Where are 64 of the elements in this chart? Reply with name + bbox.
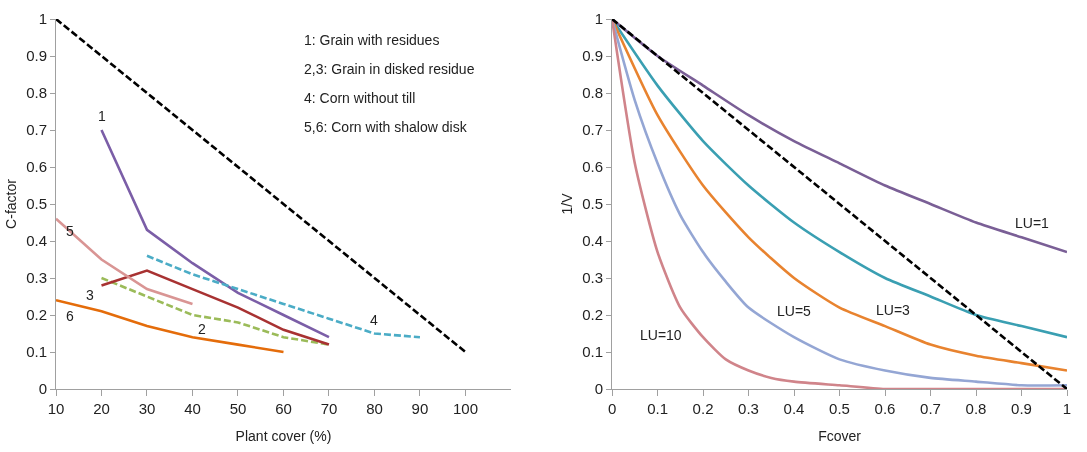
y-tick-label: 0.6 bbox=[582, 158, 604, 176]
x-tick-label: 0.4 bbox=[783, 400, 805, 417]
x-tick-label: 40 bbox=[184, 400, 201, 417]
x-tick-label: 70 bbox=[320, 400, 338, 417]
x-tick-label: 90 bbox=[411, 400, 429, 417]
x-axis-title: Plant cover (%) bbox=[235, 428, 332, 445]
series-label: LU=10 bbox=[640, 327, 682, 343]
y-tick-label: 0.3 bbox=[26, 269, 47, 287]
series-label: LU=1 bbox=[1015, 215, 1050, 231]
y-axis-title: 1/V bbox=[558, 192, 575, 215]
y-tick-label: 0.9 bbox=[26, 47, 47, 65]
series-label: 5 bbox=[66, 223, 74, 239]
x-tick-label: 1 bbox=[1062, 400, 1072, 417]
y-tick-label: 0 bbox=[38, 380, 47, 398]
x-tick-label: 0.5 bbox=[829, 400, 850, 417]
y-tick-label: 1 bbox=[594, 10, 604, 28]
x-tick-label: 0 bbox=[607, 400, 617, 417]
y-tick-label: 0.1 bbox=[26, 343, 47, 361]
y-axis-title: C-factor bbox=[2, 178, 19, 229]
x-tick-label: 0.6 bbox=[874, 400, 896, 417]
x-tick-label: 20 bbox=[93, 400, 110, 417]
y-tick-label: 0.8 bbox=[26, 84, 47, 102]
x-tick-label: 0.7 bbox=[920, 400, 941, 417]
annotation: 4: Corn without till bbox=[304, 90, 416, 106]
x-tick-label: 50 bbox=[229, 400, 247, 417]
y-tick-label: 0.8 bbox=[582, 84, 604, 102]
y-tick-label: 0.2 bbox=[582, 306, 604, 324]
x-tick-label: 100 bbox=[452, 400, 478, 417]
annotation: 1: Grain with residues bbox=[304, 32, 440, 48]
y-tick-label: 0.7 bbox=[582, 121, 604, 139]
y-tick-label: 0.7 bbox=[26, 121, 47, 139]
series-label: LU=3 bbox=[876, 302, 911, 318]
series-label: 3 bbox=[86, 287, 94, 303]
y-tick-label: 1 bbox=[38, 10, 47, 28]
x-tick-label: 30 bbox=[138, 400, 156, 417]
y-tick-label: 0.1 bbox=[582, 343, 604, 361]
x-tick-label: 0.3 bbox=[738, 400, 759, 417]
y-tick-label: 0.9 bbox=[582, 47, 604, 65]
line-series bbox=[56, 217, 194, 306]
y-tick-label: 0.6 bbox=[26, 158, 47, 176]
series-label: 4 bbox=[370, 312, 378, 328]
annotation: 2,3: Grain in disked residue bbox=[304, 61, 475, 77]
y-tick-label: 0.4 bbox=[26, 232, 47, 250]
x-tick-label: 80 bbox=[366, 400, 383, 417]
x-tick-label: 60 bbox=[275, 400, 292, 417]
annotation: 5,6: Corn with shalow disk bbox=[304, 119, 468, 135]
series-label: 2 bbox=[198, 321, 206, 337]
line-series bbox=[145, 254, 422, 339]
y-tick-label: 0.4 bbox=[582, 232, 604, 250]
x-axis-title: Fcover bbox=[818, 428, 862, 445]
line-series bbox=[56, 298, 285, 354]
y-tick-label: 0.5 bbox=[582, 195, 604, 213]
y-tick-label: 0.3 bbox=[582, 269, 604, 287]
series-label: 1 bbox=[98, 108, 106, 124]
x-tick-label: 0.9 bbox=[1011, 400, 1032, 417]
y-tick-label: 0.2 bbox=[26, 306, 47, 324]
y-tick-label: 0.5 bbox=[26, 195, 47, 213]
series-label: 6 bbox=[66, 308, 74, 324]
x-tick-label: 0.8 bbox=[965, 400, 987, 417]
x-tick-label: 0.1 bbox=[647, 400, 668, 417]
series-label: LU=5 bbox=[777, 303, 812, 319]
x-tick-label: 10 bbox=[47, 400, 65, 417]
y-tick-label: 0 bbox=[594, 380, 604, 398]
x-tick-label: 0.2 bbox=[692, 400, 714, 417]
